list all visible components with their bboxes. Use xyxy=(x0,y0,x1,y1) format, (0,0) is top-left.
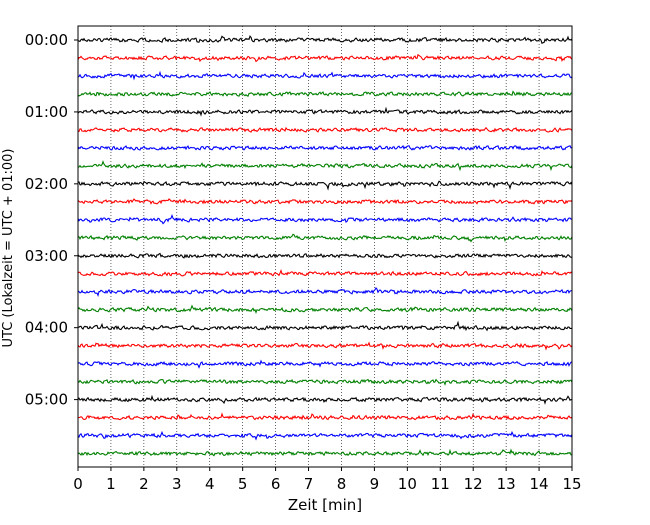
trace-05:00 xyxy=(77,394,573,405)
trace-05:45 xyxy=(77,448,573,457)
trace-03:30 xyxy=(77,286,573,298)
x-tick-label: 8 xyxy=(337,475,347,493)
seismic-traces xyxy=(77,35,573,457)
x-tick-label: 6 xyxy=(271,475,281,493)
trace-02:00 xyxy=(77,180,573,191)
x-tick-label: 13 xyxy=(497,475,516,493)
trace-02:45 xyxy=(77,233,573,243)
x-tick-label: 10 xyxy=(398,475,417,493)
trace-04:30 xyxy=(77,359,573,369)
x-tick-label: 14 xyxy=(530,475,549,493)
plot-frame xyxy=(77,25,573,468)
y-tick-label: 00:00 xyxy=(25,31,68,49)
y-tick-label: 03:00 xyxy=(25,247,68,265)
trace-01:00 xyxy=(77,106,573,117)
x-axis-ticks: 0 1 2 3 4 5 6 7 8 9 10 11 12 13 14 15 xyxy=(73,467,582,493)
x-axis-label: Zeit [min] xyxy=(288,496,362,514)
x-tick-label: 9 xyxy=(370,475,380,493)
y-axis-label: UTC (Lokalzeit = UTC + 01:00) xyxy=(1,149,16,348)
trace-04:45 xyxy=(77,378,573,386)
x-tick-label: 4 xyxy=(205,475,215,493)
y-tick-label: 01:00 xyxy=(25,103,68,121)
x-tick-label: 1 xyxy=(106,475,116,493)
x-tick-label: 0 xyxy=(73,475,83,493)
x-tick-label: 11 xyxy=(431,475,450,493)
y-tick-label: 05:00 xyxy=(25,391,68,409)
trace-00:15 xyxy=(77,53,573,63)
trace-01:30 xyxy=(77,145,573,151)
x-tick-label: 7 xyxy=(304,475,314,493)
x-tick-label: 12 xyxy=(464,475,483,493)
y-tick-label: 04:00 xyxy=(25,319,68,337)
x-tick-label: 15 xyxy=(562,475,581,493)
y-tick-label: 02:00 xyxy=(25,175,68,193)
trace-03:00 xyxy=(77,252,573,259)
x-tick-label: 3 xyxy=(172,475,182,493)
trace-00:45 xyxy=(77,90,573,98)
trace-05:30 xyxy=(77,430,573,441)
trace-04:15 xyxy=(77,341,573,351)
trace-00:00 xyxy=(77,35,573,45)
trace-03:15 xyxy=(77,269,573,277)
x-tick-label: 2 xyxy=(139,475,149,493)
trace-00:30 xyxy=(77,70,573,81)
x-tick-label: 5 xyxy=(238,475,248,493)
trace-01:15 xyxy=(77,126,573,133)
trace-04:00 xyxy=(77,320,573,332)
trace-02:30 xyxy=(77,213,573,225)
trace-02:15 xyxy=(77,198,573,205)
trace-05:15 xyxy=(78,412,573,421)
y-axis-ticks: 00:00 01:00 02:00 03:00 04:00 05:00 xyxy=(25,31,78,409)
trace-01:45 xyxy=(77,160,573,172)
trace-03:45 xyxy=(77,304,573,315)
